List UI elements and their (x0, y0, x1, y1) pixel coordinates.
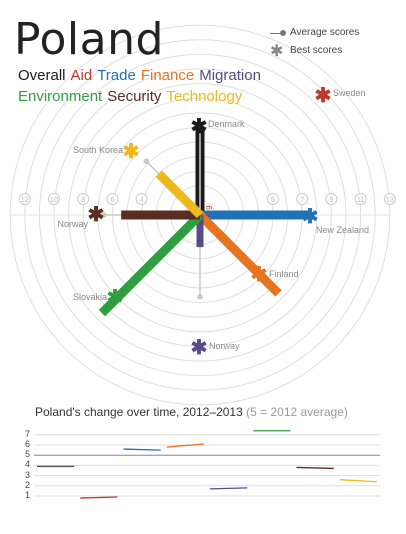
ring-label-4: 4 (140, 195, 144, 204)
change-line-aid (80, 496, 118, 499)
ring-label-badge-7 (296, 193, 309, 205)
change-chart-note: (5 = 2012 average) (246, 405, 348, 419)
best-country-migration: Norway (209, 341, 240, 351)
best-marker-technology: ✱ (123, 141, 140, 163)
component-label-finance: Finance (140, 67, 195, 84)
best-marker-aid: ✱ (315, 85, 332, 107)
y-tick-4: 4 (24, 459, 30, 470)
ring-label-badge-12 (18, 193, 31, 205)
ring-label-13: 13 (386, 195, 394, 204)
component-label-trade: Trade (97, 67, 136, 84)
change-line-trade (123, 448, 161, 451)
y-tick-5: 5 (24, 449, 30, 460)
legend-average-label: Average scores (290, 27, 360, 38)
component-label-aid: Aid (70, 67, 93, 84)
component-label-overall: Overall (18, 67, 66, 84)
average-line-icon (270, 33, 286, 34)
ring-label-badge-4 (135, 193, 148, 205)
best-marker-aid: ✱ (191, 116, 208, 138)
best-marker-migration: ✱ (191, 337, 208, 359)
legend-best-label: Best scores (290, 45, 343, 56)
average-dot-icon (280, 30, 286, 36)
ring-label-badge-6 (106, 193, 119, 205)
ring-label-badge-10 (48, 193, 60, 205)
legend-average: Average scores (270, 27, 360, 38)
score-bars: 0.9 (98, 127, 309, 317)
y-tick-7: 7 (24, 428, 30, 439)
best-country-technology: South Korea (73, 145, 123, 155)
component-label-technology: Technology (166, 88, 243, 105)
ring-label-badge-11 (354, 193, 367, 205)
y-tick-2: 2 (24, 479, 30, 490)
score-bar-finance (196, 211, 282, 297)
ring-label-9: 9 (329, 195, 333, 204)
ring-label-badge-9 (325, 193, 338, 205)
score-bar-environment (98, 211, 204, 317)
best-country-finance: Finland (269, 269, 299, 279)
best-marker-environment: ✱ (107, 287, 124, 309)
page-title: Poland (14, 14, 164, 65)
ring-label-12: 12 (21, 195, 29, 204)
score-bar-technology (155, 170, 204, 219)
best-marker-finance: ✱ (251, 264, 268, 286)
overall-aid-score: 0.9 (205, 205, 214, 217)
ring-label-6: 6 (110, 195, 114, 204)
y-tick-6: 6 (24, 439, 30, 449)
ring-labels: 4 6 8 10 12 5 7 9 11 13 (18, 193, 396, 205)
ring-label-badge-8 (77, 193, 90, 205)
average-dot-migration (197, 293, 203, 300)
ring-label-7: 7 (300, 195, 304, 204)
best-country-security: Norway (57, 219, 88, 229)
component-label-migration: Migration (199, 67, 261, 84)
average-dot-security (100, 212, 107, 218)
best-score-markers: ✱ Denmark✱ Sweden✱New Zealand✱ Finland✱ Norw… (57, 85, 369, 359)
best-country-aid: Sweden (333, 88, 366, 98)
ring-label-5: 5 (271, 195, 275, 204)
best-country-aid: Denmark (208, 119, 245, 129)
change-line-security (296, 466, 334, 470)
change-chart-title-text: Poland's change over time, 2012–2013 (35, 405, 243, 419)
change-chart (34, 430, 380, 499)
best-marker-trade: ✱ (302, 206, 319, 228)
change-chart-title: Poland's change over time, 2012–2013 (5 … (35, 405, 348, 419)
component-list-row-2: Environment Security Technology (18, 88, 247, 105)
component-list-row-1: Overall Aid Trade Finance Migration (18, 67, 266, 84)
ring-label-badge-13 (383, 193, 396, 205)
component-label-security: Security (107, 88, 162, 105)
best-country-trade: New Zealand (316, 225, 369, 235)
best-country-environment: Slovakia (73, 292, 107, 302)
ring-label-11: 11 (357, 195, 365, 204)
change-line-finance (166, 443, 205, 448)
change-line-technology (339, 479, 378, 483)
ring-label-badge-5 (267, 193, 279, 205)
ring-label-10: 10 (50, 195, 58, 204)
component-label-environment: Environment (18, 88, 103, 105)
y-tick-1: 1 (24, 490, 30, 500)
legend-best: ✱ Best scores (270, 43, 343, 60)
average-dot-technology (143, 158, 150, 165)
ring-label-8: 8 (81, 195, 85, 204)
best-marker-security: ✱ (88, 204, 105, 226)
y-tick-3: 3 (24, 469, 30, 480)
change-line-migration (209, 487, 248, 490)
asterisk-icon: ✱ (270, 43, 284, 60)
